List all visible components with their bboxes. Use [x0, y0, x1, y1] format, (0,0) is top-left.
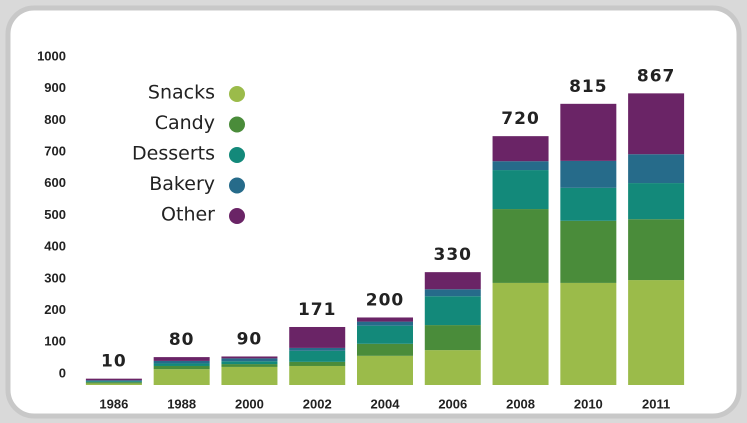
card — [5, 5, 742, 419]
bar-segment — [357, 343, 413, 356]
y-tick-label: 400 — [44, 239, 66, 254]
bar-segment — [560, 103, 617, 161]
bar-segment — [85, 382, 142, 384]
x-tick-label: 2004 — [371, 396, 401, 411]
bar-segment — [153, 357, 210, 361]
bar-segment — [221, 366, 278, 385]
y-tick-label: 600 — [44, 175, 66, 190]
x-tick-label: 2000 — [235, 396, 264, 411]
bar-segment — [628, 154, 685, 184]
bar-segment — [289, 350, 346, 362]
bar-segment — [492, 136, 549, 162]
legend-swatch — [229, 147, 245, 163]
bar-segment — [221, 358, 278, 362]
bar-segment — [85, 381, 142, 383]
bar-segment — [289, 347, 346, 351]
total-label: 815 — [569, 77, 608, 97]
legend-label: Bakery — [149, 173, 215, 195]
legend-swatch — [229, 86, 245, 102]
bar-segment — [153, 360, 210, 364]
bar-segment — [628, 183, 685, 220]
bar-segment — [357, 325, 413, 344]
x-tick-label: 1986 — [99, 396, 128, 411]
bar-segment — [492, 170, 549, 210]
x-tick-label: 2011 — [642, 396, 670, 411]
bar-segment — [85, 380, 142, 382]
x-tick-label: 2010 — [574, 396, 603, 411]
legend-label: Snacks — [148, 82, 215, 104]
bar-segment — [357, 355, 413, 385]
bar-segment — [221, 361, 278, 365]
bar-segment — [221, 356, 278, 359]
x-tick-label: 2006 — [438, 396, 467, 411]
bar-segment — [560, 160, 617, 188]
bar-segment — [221, 364, 278, 367]
bar-segment — [85, 378, 142, 381]
bar-segment — [628, 219, 685, 281]
bar-segment — [424, 325, 481, 351]
total-label: 200 — [366, 290, 405, 310]
total-label: 80 — [169, 330, 195, 350]
bar-segment — [492, 161, 549, 171]
bar-segment — [289, 365, 346, 385]
y-tick-label: 500 — [44, 207, 66, 222]
bar-segment — [153, 365, 210, 370]
bar-segment — [357, 317, 413, 322]
bar-segment — [424, 350, 481, 385]
bar-segment — [424, 296, 481, 326]
y-tick-label: 900 — [44, 80, 66, 95]
x-tick-label: 2008 — [506, 396, 535, 411]
legend-label: Desserts — [132, 143, 215, 165]
bar-segment — [289, 326, 346, 348]
x-tick-label: 1988 — [167, 396, 196, 411]
bar-segment — [424, 289, 481, 297]
bar-segment — [424, 272, 481, 290]
bar-segment — [492, 209, 549, 283]
y-tick-label: 0 — [59, 365, 66, 380]
bar-segment — [153, 363, 210, 366]
legend-swatch — [229, 208, 245, 224]
legend-label: Other — [161, 204, 215, 226]
total-label: 171 — [298, 300, 337, 320]
total-label: 330 — [434, 245, 473, 265]
y-tick-label: 300 — [44, 270, 66, 285]
bar-segment — [289, 361, 346, 366]
total-label: 720 — [501, 109, 540, 129]
y-tick-label: 800 — [44, 112, 66, 127]
y-tick-label: 200 — [44, 302, 66, 317]
x-tick-label: 2002 — [303, 396, 332, 411]
bar-segment — [357, 321, 413, 326]
legend-swatch — [229, 177, 245, 194]
total-label: 90 — [237, 329, 263, 349]
bar-segment — [560, 220, 617, 283]
bar-segment — [560, 282, 617, 385]
bar-segment — [153, 369, 210, 385]
bar-segment — [628, 280, 685, 385]
total-label: 10 — [101, 352, 127, 372]
bar-segment — [492, 282, 549, 385]
bar-segment — [85, 383, 142, 385]
y-tick-label: 100 — [44, 334, 66, 349]
bar-segment — [628, 93, 685, 155]
total-label: 867 — [637, 66, 676, 86]
legend-label: Candy — [155, 112, 215, 134]
legend-swatch — [229, 116, 245, 133]
y-tick-label: 700 — [44, 144, 66, 159]
y-tick-label: 1000 — [37, 48, 66, 63]
bar-segment — [560, 187, 617, 221]
